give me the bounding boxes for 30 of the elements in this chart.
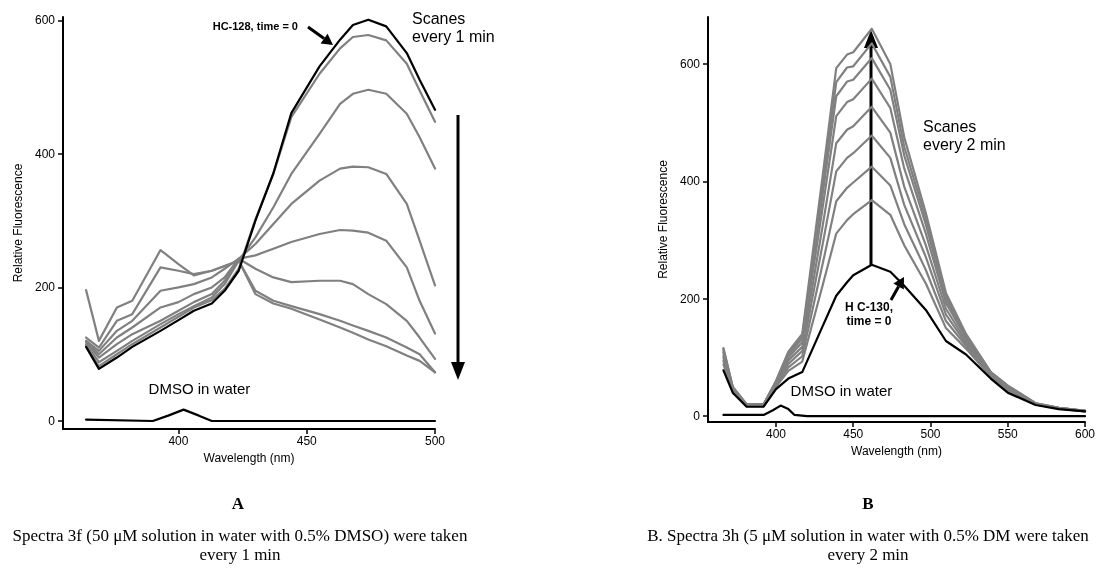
annotation: HC-128, time = 0: [211, 20, 298, 32]
y-tick-label: 600: [34, 13, 56, 28]
x-tick-label: 450: [843, 427, 864, 441]
y-tick-label: 400: [679, 174, 701, 189]
y-tick-label: 600: [679, 56, 701, 71]
x-tick-label: 500: [920, 427, 941, 441]
x-axis-title: Wavelength (nm): [851, 443, 942, 458]
x-tick-label: 450: [296, 434, 318, 448]
annotation: Scanes every 2 min: [923, 118, 1007, 154]
x-tick-label: 400: [168, 434, 189, 448]
y-tick-label: 200: [34, 280, 56, 295]
text: Spectra 3f (50 μM solution in water with 0.5% DMSO) were taken every 1 min: [11, 526, 469, 564]
x-tick-label: 600: [1074, 427, 1096, 441]
y-tick-label: 200: [679, 291, 701, 306]
x-axis-title: Wavelength (nm): [203, 450, 295, 465]
annotation: H C-130, time = 0: [844, 300, 894, 328]
x-tick-label: 550: [997, 427, 1019, 441]
y-tick-label: 0: [48, 413, 56, 428]
text: A: [230, 494, 246, 514]
text: B. Spectra 3h (5 μM solution in water with 0.5% DM were taken every 2 min: [646, 526, 1090, 564]
annotation: DMSO in water: [790, 381, 893, 399]
annotation: DMSO in water: [148, 379, 251, 397]
text: B: [861, 494, 875, 514]
y-axis-title: Relative Fluorescence: [11, 163, 26, 283]
y-axis-title: Relative Fluorescence: [656, 159, 671, 279]
annotation: Scanes every 1 min: [412, 10, 496, 46]
x-tick-label: 500: [424, 434, 446, 448]
y-tick-label: 0: [693, 409, 701, 424]
y-tick-label: 400: [34, 146, 56, 161]
x-tick-label: 400: [765, 427, 787, 441]
